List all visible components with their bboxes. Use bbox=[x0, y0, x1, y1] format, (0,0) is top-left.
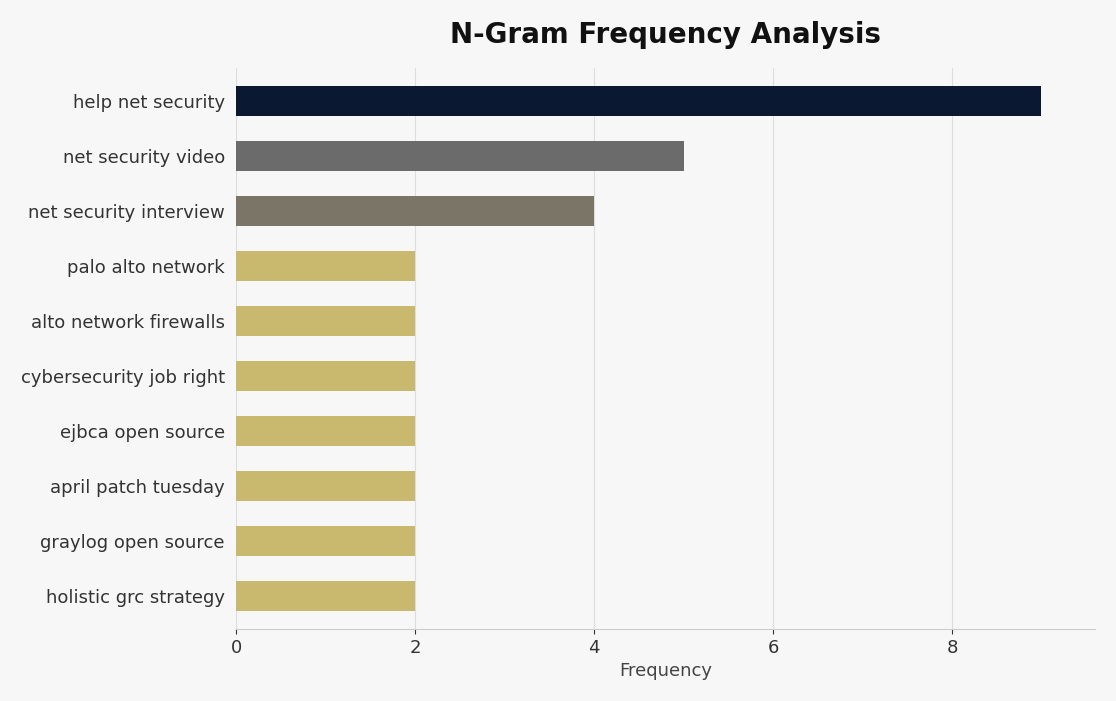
Bar bbox=[237, 141, 683, 171]
Bar bbox=[237, 416, 415, 446]
Bar bbox=[237, 580, 415, 611]
Bar bbox=[237, 361, 415, 391]
Bar bbox=[237, 471, 415, 501]
Title: N-Gram Frequency Analysis: N-Gram Frequency Analysis bbox=[450, 21, 882, 49]
Bar bbox=[237, 251, 415, 281]
Bar bbox=[237, 196, 594, 226]
Bar bbox=[237, 306, 415, 336]
X-axis label: Frequency: Frequency bbox=[619, 662, 712, 680]
Bar bbox=[237, 86, 1041, 116]
Bar bbox=[237, 526, 415, 556]
